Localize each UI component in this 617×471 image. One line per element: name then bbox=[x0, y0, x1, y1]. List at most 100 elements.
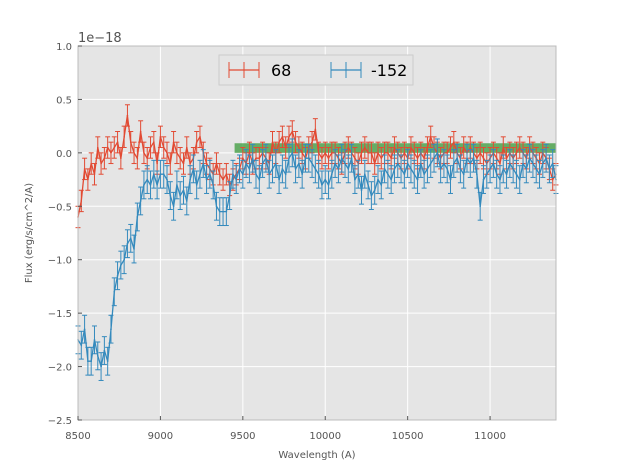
y-axis-label: Flux (erg/s/cm^2/A) bbox=[24, 183, 35, 283]
data-point bbox=[462, 146, 465, 149]
data-point bbox=[172, 141, 175, 143]
data-point bbox=[426, 146, 429, 149]
data-point bbox=[532, 162, 534, 165]
data-point bbox=[518, 146, 521, 149]
data-point bbox=[166, 152, 168, 154]
data-point bbox=[347, 168, 350, 170]
data-point bbox=[255, 157, 257, 159]
data-point bbox=[96, 146, 99, 149]
data-point bbox=[133, 248, 135, 250]
data-point bbox=[205, 178, 208, 181]
data-point bbox=[301, 173, 303, 176]
data-point bbox=[106, 146, 109, 149]
data-point bbox=[143, 152, 145, 154]
data-point bbox=[284, 146, 287, 149]
data-point bbox=[321, 184, 323, 186]
x-tick-label: 9000 bbox=[148, 431, 173, 442]
data-point bbox=[364, 173, 366, 176]
data-point bbox=[538, 173, 541, 176]
data-point bbox=[129, 237, 132, 240]
data-point bbox=[321, 157, 323, 159]
data-point bbox=[126, 114, 129, 117]
data-point bbox=[344, 162, 346, 165]
data-point bbox=[426, 168, 429, 170]
data-point bbox=[182, 189, 185, 192]
data-point bbox=[298, 146, 300, 149]
data-point bbox=[393, 168, 396, 170]
x-tick-label: 11000 bbox=[474, 431, 506, 442]
data-point bbox=[413, 173, 416, 176]
data-point bbox=[261, 162, 264, 165]
data-point bbox=[245, 162, 247, 165]
data-point bbox=[469, 162, 472, 165]
data-point bbox=[406, 162, 409, 165]
data-point bbox=[446, 152, 449, 154]
data-point bbox=[218, 173, 221, 176]
data-point bbox=[360, 189, 363, 192]
data-point bbox=[129, 141, 132, 143]
data-point bbox=[153, 141, 155, 143]
data-point bbox=[446, 168, 449, 170]
data-point bbox=[106, 360, 109, 363]
data-point bbox=[482, 178, 485, 181]
data-point bbox=[416, 157, 419, 159]
data-point bbox=[133, 152, 135, 154]
data-point bbox=[288, 157, 290, 159]
y-tick-label: 0.5 bbox=[56, 95, 72, 106]
data-point bbox=[169, 194, 172, 197]
data-point bbox=[311, 141, 313, 143]
data-point bbox=[225, 210, 228, 213]
data-point bbox=[476, 173, 478, 176]
data-point bbox=[103, 157, 106, 159]
data-point bbox=[317, 152, 320, 154]
data-point bbox=[298, 162, 300, 165]
data-point bbox=[100, 365, 102, 368]
data-point bbox=[489, 168, 491, 170]
data-point bbox=[548, 168, 551, 170]
data-point bbox=[281, 168, 284, 170]
data-point bbox=[390, 157, 392, 159]
data-point bbox=[387, 152, 389, 154]
data-point bbox=[139, 130, 142, 133]
data-point bbox=[515, 173, 518, 176]
data-point bbox=[294, 141, 297, 143]
data-point bbox=[258, 157, 261, 159]
plot-background bbox=[78, 46, 556, 420]
data-point bbox=[225, 173, 228, 176]
data-point bbox=[291, 152, 294, 154]
data-point bbox=[390, 178, 392, 181]
data-point bbox=[512, 168, 514, 170]
data-point bbox=[248, 152, 251, 154]
data-point bbox=[502, 168, 505, 170]
data-point bbox=[443, 162, 445, 165]
data-point bbox=[307, 157, 310, 159]
data-point bbox=[429, 136, 432, 138]
data-point bbox=[459, 168, 462, 170]
data-point bbox=[518, 178, 521, 181]
data-point bbox=[176, 152, 178, 154]
data-point bbox=[373, 189, 376, 192]
data-point bbox=[420, 162, 422, 165]
data-point bbox=[288, 136, 290, 138]
data-point bbox=[479, 205, 481, 208]
data-point bbox=[159, 136, 162, 138]
data-point bbox=[232, 173, 234, 176]
data-point bbox=[120, 157, 122, 159]
data-point bbox=[123, 258, 125, 261]
data-point bbox=[136, 216, 139, 218]
data-point bbox=[199, 173, 201, 176]
data-point bbox=[268, 173, 271, 176]
data-point bbox=[294, 168, 297, 170]
data-point bbox=[113, 146, 116, 149]
data-point bbox=[172, 205, 175, 208]
data-point bbox=[195, 141, 198, 143]
data-point bbox=[248, 168, 251, 170]
x-axis-label: Wavelength (A) bbox=[278, 450, 355, 461]
data-point bbox=[377, 178, 379, 181]
y-tick-label: −1.0 bbox=[48, 256, 72, 267]
data-point bbox=[367, 184, 369, 186]
data-point bbox=[258, 178, 261, 181]
data-point bbox=[499, 162, 501, 165]
data-point bbox=[255, 173, 257, 176]
data-point bbox=[83, 168, 86, 170]
